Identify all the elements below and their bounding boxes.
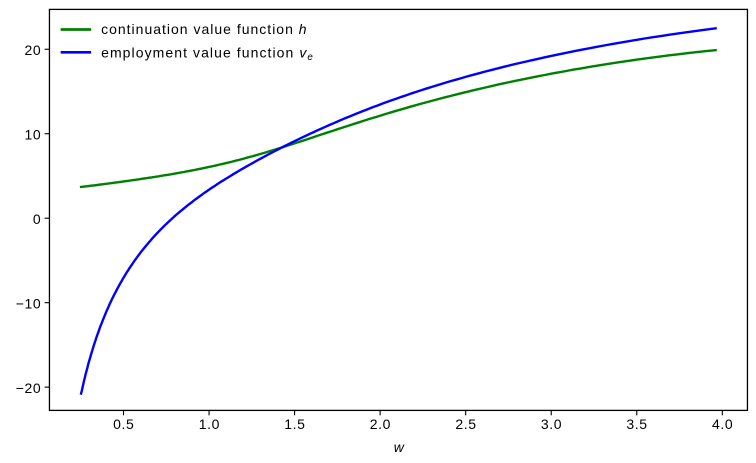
- svg-text:employment value function ve: employment value function ve: [101, 45, 314, 64]
- svg-text:10: 10: [25, 127, 42, 143]
- svg-text:continuation value function h: continuation value function h: [101, 21, 307, 37]
- svg-text:4.0: 4.0: [712, 416, 733, 432]
- svg-text:20: 20: [25, 42, 42, 58]
- svg-text:−20: −20: [16, 380, 42, 396]
- svg-text:0: 0: [33, 211, 41, 227]
- svg-text:2.0: 2.0: [370, 416, 391, 432]
- svg-text:1.0: 1.0: [199, 416, 220, 432]
- svg-text:3.5: 3.5: [626, 416, 647, 432]
- svg-text:0.5: 0.5: [113, 416, 134, 432]
- svg-text:2.5: 2.5: [455, 416, 476, 432]
- svg-text:w: w: [394, 439, 405, 455]
- svg-text:1.5: 1.5: [284, 416, 305, 432]
- svg-text:3.0: 3.0: [541, 416, 562, 432]
- svg-text:−10: −10: [16, 296, 42, 312]
